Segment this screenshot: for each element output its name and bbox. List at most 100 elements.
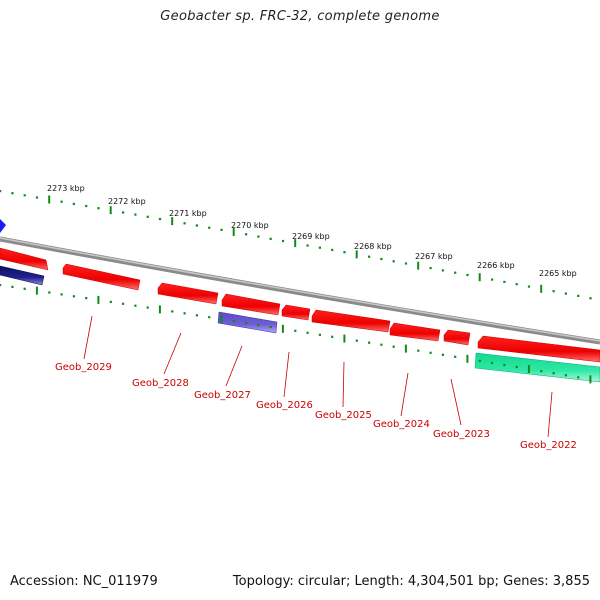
inner-major-tick (466, 354, 469, 363)
inner-minor-tick (85, 297, 88, 300)
connector-line (450, 378, 462, 426)
outer-major-tick (478, 273, 481, 282)
gene-feature[interactable] (389, 322, 441, 342)
outer-minor-tick (195, 224, 198, 227)
inner-major-tick (343, 334, 346, 343)
inner-minor-tick (208, 316, 211, 319)
outer-major-tick (171, 217, 174, 226)
inner-minor-tick (318, 333, 321, 336)
inner-minor-tick (269, 325, 272, 328)
scale-label-2269: 2269 kbp (292, 232, 330, 241)
outer-minor-tick (454, 271, 457, 274)
inner-major-tick (220, 315, 223, 323)
inner-minor-tick (392, 345, 395, 348)
gene-feature-rna[interactable] (217, 311, 278, 334)
outer-minor-tick (589, 297, 592, 300)
inner-minor-tick (72, 295, 75, 298)
inner-minor-tick (306, 331, 309, 334)
outer-minor-tick (269, 237, 272, 240)
inner-minor-tick (478, 359, 481, 362)
outer-minor-tick (281, 239, 285, 243)
gene-label[interactable]: Geob_2025 (315, 410, 372, 421)
feature-marker-icon[interactable] (0, 219, 6, 233)
outer-minor-tick (35, 196, 39, 199)
gene-feature[interactable] (477, 335, 600, 363)
gene-feature[interactable] (157, 282, 219, 305)
connector-line (225, 345, 243, 387)
label-connectors (83, 315, 553, 438)
scale-label-2270: 2270 kbp (231, 221, 269, 230)
inner-minor-tick (429, 351, 432, 354)
gene-labels: Geob_2029 Geob_2028 Geob_2027 Geob_2026 … (55, 362, 577, 451)
gene-feature[interactable] (443, 329, 471, 346)
scale-label-2267: 2267 kbp (415, 252, 453, 261)
outer-minor-tick (183, 222, 186, 225)
inner-minor-tick (441, 353, 444, 356)
inner-minor-tick (331, 335, 334, 338)
outer-minor-tick (503, 280, 506, 283)
scale-label-2265: 2265 kbp (539, 269, 577, 278)
outer-minor-tick (97, 207, 100, 210)
outer-minor-tick (527, 285, 531, 288)
gene-label[interactable]: Geob_2023 (433, 429, 490, 440)
gene-label[interactable]: Geob_2026 (256, 400, 313, 411)
scale-label-2273: 2273 kbp (47, 184, 85, 193)
inner-minor-tick (355, 339, 358, 342)
gene-feature[interactable] (281, 304, 311, 321)
inner-minor-tick (540, 370, 543, 373)
outer-minor-tick (0, 190, 2, 193)
outer-minor-tick (368, 255, 371, 258)
connector-line (83, 315, 93, 360)
scale-ring-inner (0, 284, 592, 384)
inner-minor-tick (564, 374, 567, 377)
inner-minor-tick (48, 291, 51, 294)
genome-backbone (0, 236, 600, 345)
inner-minor-tick (503, 363, 506, 367)
accession-label: Accession: NC_011979 (10, 574, 158, 589)
outer-major-tick (294, 239, 297, 248)
gene-feature-rna[interactable] (0, 265, 45, 286)
gene-feature[interactable] (221, 293, 281, 316)
gene-label[interactable]: Geob_2028 (132, 378, 189, 389)
inner-minor-tick (577, 376, 580, 379)
connector-line (342, 361, 345, 408)
inner-minor-tick (515, 365, 518, 369)
inner-minor-tick (380, 343, 383, 346)
outer-minor-tick (134, 213, 137, 216)
outer-major-tick (109, 206, 112, 215)
gene-feature[interactable] (0, 247, 49, 271)
inner-minor-tick (257, 323, 260, 327)
outer-minor-tick (491, 278, 494, 281)
outer-minor-tick (515, 283, 518, 286)
outer-minor-tick (552, 290, 555, 293)
connector-line (400, 372, 409, 417)
inner-major-tick (97, 295, 100, 304)
outer-minor-tick (441, 269, 444, 272)
outer-minor-tick (380, 257, 383, 261)
outer-minor-tick (392, 260, 395, 263)
outer-minor-tick (220, 228, 223, 231)
outer-minor-tick (85, 204, 88, 208)
inner-minor-tick (232, 320, 235, 323)
gene-label[interactable]: Geob_2024 (373, 419, 430, 430)
outer-major-tick (355, 250, 358, 259)
inner-minor-tick (23, 287, 26, 290)
scale-ring-outer (0, 190, 592, 300)
outer-minor-tick (208, 226, 211, 229)
inner-minor-tick (195, 314, 198, 317)
gene-label[interactable]: Geob_2022 (520, 440, 577, 451)
genome-summary: Topology: circular; Length: 4,304,501 bp… (232, 574, 590, 589)
gene-feature-pseudo[interactable] (474, 352, 600, 383)
outer-minor-tick (564, 292, 567, 295)
outer-minor-tick (577, 294, 580, 297)
inner-minor-tick (491, 361, 494, 364)
gene-label[interactable]: Geob_2027 (194, 390, 251, 401)
gene-feature[interactable] (311, 309, 391, 333)
gene-feature[interactable] (62, 263, 141, 291)
genome-backbone-highlight (0, 237, 600, 342)
outer-minor-tick (146, 215, 149, 218)
gene-label[interactable]: Geob_2029 (55, 362, 112, 373)
inner-major-tick (158, 305, 161, 314)
outer-minor-tick (404, 262, 408, 265)
